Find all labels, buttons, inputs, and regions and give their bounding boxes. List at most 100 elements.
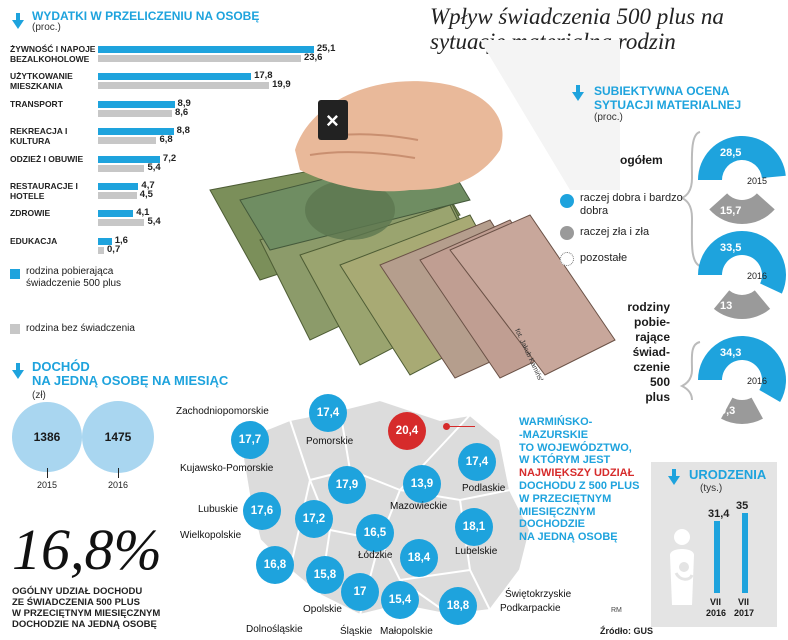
bar-500plus xyxy=(98,183,139,190)
bar-value: 8,8 xyxy=(176,125,190,137)
legend-other-dot xyxy=(560,252,574,266)
region-bubble: 16,8 xyxy=(256,546,294,584)
ring-bad-segment xyxy=(721,397,763,424)
group-all-label: ogółem xyxy=(620,153,663,167)
region-bubble: 17,6 xyxy=(243,492,281,530)
author: RM xyxy=(611,607,622,614)
births-month: VII xyxy=(710,597,722,607)
region-bubble: 17,2 xyxy=(295,500,333,538)
legend-blue-swatch xyxy=(10,269,20,279)
category-label: ODZIEŻ I OBUWIE xyxy=(10,153,84,164)
ring-good-segment xyxy=(698,135,786,180)
bar-value: 17,8 xyxy=(254,70,273,82)
ring-bad-value: 15,7 xyxy=(720,205,741,217)
note-pointer xyxy=(447,426,475,427)
bar-no-benefit xyxy=(98,137,157,145)
bar-value: 4,5 xyxy=(139,189,153,200)
bar-500plus xyxy=(98,128,174,136)
region-name: Podkarpackie xyxy=(500,603,561,614)
births-bar xyxy=(714,520,720,593)
share-description: OGÓLNY UDZIAŁ DOCHODU ZE ŚWIADCZENIA 500… xyxy=(12,586,161,630)
bar-no-benefit xyxy=(98,219,145,227)
ring-good-segment xyxy=(698,231,786,294)
bar-500plus xyxy=(98,100,175,108)
note-dot xyxy=(443,423,450,430)
share-value: 16,8% xyxy=(12,517,162,582)
legend-good-label: raczej dobra i bardzo dobra xyxy=(580,192,683,217)
income-year: 2015 xyxy=(37,480,58,490)
ring-bad-value: 9,3 xyxy=(720,405,735,417)
assessment-title-1: SUBIEKTYWNA OCENA xyxy=(594,84,730,98)
region-bubble: 13,9 xyxy=(403,465,441,503)
arrow-down-icon xyxy=(12,13,24,29)
assessment-unit: (proc.) xyxy=(594,112,623,123)
svg-text:×: × xyxy=(326,108,339,133)
bar-value: 4,1 xyxy=(136,207,150,219)
category-label: RESTAURACJE I HOTELE xyxy=(10,181,78,201)
ring-bad-value: 13 xyxy=(720,300,732,312)
category-label: ZDROWIE xyxy=(10,208,51,219)
births-unit: (tys.) xyxy=(700,483,723,494)
money-hand-illustration: × fot. Jakub Kamiński/Eastnews xyxy=(209,40,620,380)
region-name: Łódzkie xyxy=(358,550,393,561)
region-name: Wielkopolskie xyxy=(180,530,242,541)
arrow-down-icon xyxy=(572,85,584,101)
region-name: Opolskie xyxy=(303,604,342,615)
region-name: Kujawsko-Pomorskie xyxy=(180,463,274,474)
income-title-1: DOCHÓD xyxy=(32,359,90,374)
mother-child-icon xyxy=(670,529,694,605)
arrow-down-icon xyxy=(12,363,24,379)
bar-no-benefit xyxy=(98,109,172,117)
bar-500plus xyxy=(98,155,160,163)
region-name: Zachodniopomorskie xyxy=(176,406,269,417)
region-name: Pomorskie xyxy=(306,436,354,447)
bar-no-benefit xyxy=(98,55,301,62)
region-name: Lubuskie xyxy=(198,504,239,515)
region-name: Małopolskie xyxy=(380,626,433,637)
ring-year: 2016 xyxy=(747,271,767,281)
bar-value: 4,7 xyxy=(141,180,155,191)
region-name: Lubelskie xyxy=(455,546,498,557)
group-500-label: rodziny pobie- rające świad- czenie 500 … xyxy=(627,300,670,404)
bar-value: 19,9 xyxy=(272,79,291,91)
group-braces xyxy=(679,131,701,400)
region-name: Śląskie xyxy=(340,626,373,637)
income-title-2: NA JEDNĄ OSOBĘ NA MIESIĄC xyxy=(32,373,229,388)
births-value: 31,4 xyxy=(708,507,730,520)
bar-500plus xyxy=(98,210,134,218)
ring-good-segment xyxy=(698,336,786,402)
assessment-title-2: SYTUACJI MATERIALNEJ xyxy=(594,98,742,112)
category-label: UŻYTKOWANIE MIESZKANIA xyxy=(10,71,73,92)
region-name: Świętokrzyskie xyxy=(505,589,572,600)
regions-note: WARMIŃSKO- -MAZURSKIE TO WOJEWÓDZTWO, W … xyxy=(519,416,640,544)
note-highlight: NAJWIĘKSZY UDZIAŁ xyxy=(519,467,635,480)
region-bubble: 15,4 xyxy=(381,581,419,619)
bar-no-benefit xyxy=(98,82,270,90)
births-year: 2017 xyxy=(734,608,755,618)
bar-value: 7,2 xyxy=(162,152,177,164)
region-name: Dolnośląskie xyxy=(246,624,303,635)
region-bubble: 17 xyxy=(341,573,379,611)
legend-other-label: pozostałe xyxy=(580,252,628,264)
income-bubble: 1475 xyxy=(82,401,154,473)
births-month: VII xyxy=(738,597,750,607)
income-tick xyxy=(47,468,48,478)
bar-value: 5,4 xyxy=(147,216,161,228)
ring-bad-segment xyxy=(713,290,771,319)
region-name: Mazowieckie xyxy=(390,501,448,512)
source: Źródło: GUS xyxy=(600,626,653,636)
ring-year: 2016 xyxy=(747,376,767,386)
region-name: Podlaskie xyxy=(462,483,506,494)
bar-500plus xyxy=(98,237,112,245)
births-title: URODZENIA xyxy=(689,467,767,482)
ring-good-value: 33,5 xyxy=(720,242,741,254)
category-label: REKREACJA I KULTURA xyxy=(10,126,68,147)
expenses-title: WYDATKI W PRZELICZENIU NA OSOBĘ xyxy=(32,9,260,23)
bar-value: 8,9 xyxy=(177,97,191,109)
bar-500plus xyxy=(98,46,314,53)
region-bubble: 20,4 xyxy=(388,412,426,450)
arrow-down-icon xyxy=(668,469,680,485)
ring-good-value: 28,5 xyxy=(720,147,741,159)
bar-no-benefit xyxy=(98,164,145,172)
bar-value: 8,6 xyxy=(174,106,189,118)
